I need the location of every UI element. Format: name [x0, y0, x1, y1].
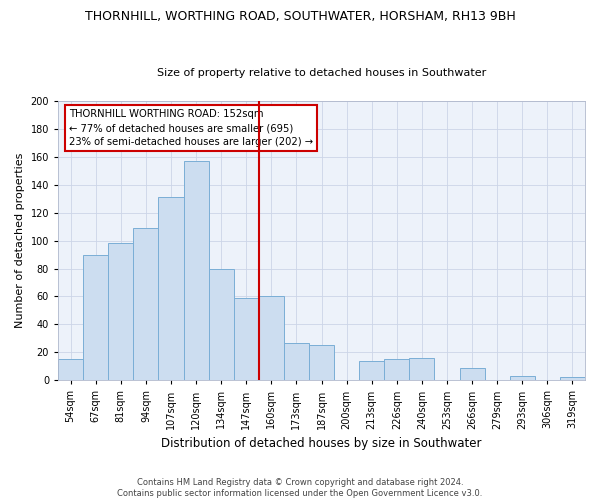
Bar [510, 376, 535, 380]
Bar [284, 342, 309, 380]
Bar [359, 360, 384, 380]
Bar [58, 360, 83, 380]
Bar [259, 296, 284, 380]
Text: THORNHILL, WORTHING ROAD, SOUTHWATER, HORSHAM, RH13 9BH: THORNHILL, WORTHING ROAD, SOUTHWATER, HO… [85, 10, 515, 23]
Bar [184, 161, 209, 380]
Y-axis label: Number of detached properties: Number of detached properties [15, 153, 25, 328]
Bar [560, 378, 585, 380]
Bar [234, 298, 259, 380]
Title: Size of property relative to detached houses in Southwater: Size of property relative to detached ho… [157, 68, 486, 78]
Bar [309, 346, 334, 380]
Bar [384, 360, 409, 380]
Bar [108, 244, 133, 380]
Bar [460, 368, 485, 380]
Text: Contains HM Land Registry data © Crown copyright and database right 2024.
Contai: Contains HM Land Registry data © Crown c… [118, 478, 482, 498]
X-axis label: Distribution of detached houses by size in Southwater: Distribution of detached houses by size … [161, 437, 482, 450]
Bar [83, 254, 108, 380]
Bar [158, 198, 184, 380]
Bar [133, 228, 158, 380]
Bar [209, 268, 234, 380]
Bar [409, 358, 434, 380]
Text: THORNHILL WORTHING ROAD: 152sqm
← 77% of detached houses are smaller (695)
23% o: THORNHILL WORTHING ROAD: 152sqm ← 77% of… [68, 110, 313, 148]
